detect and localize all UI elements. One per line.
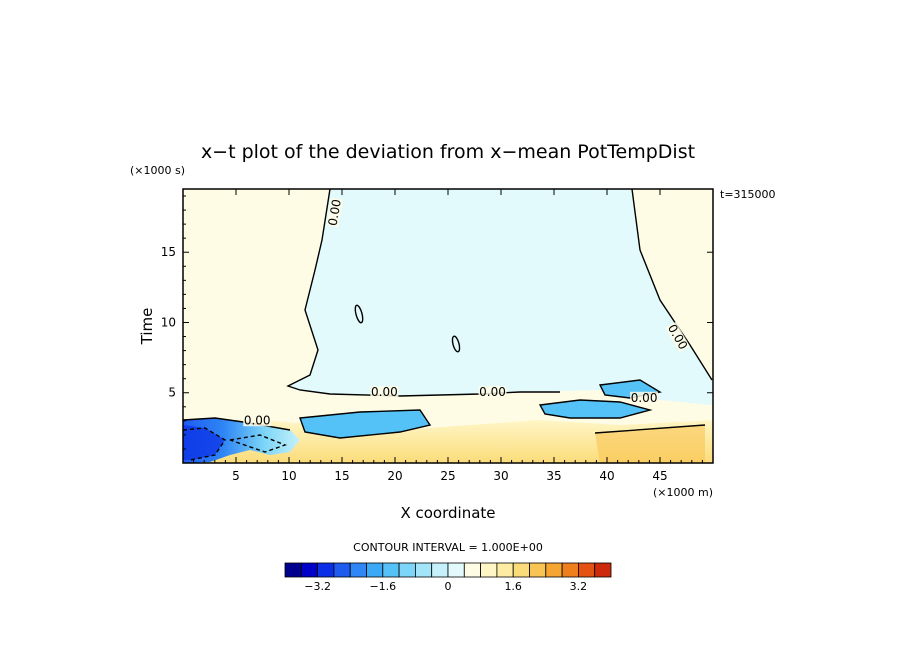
contour-label: 0.00: [326, 198, 344, 227]
x-tick-label: 15: [334, 469, 349, 483]
contour-label-bg: [630, 391, 659, 404]
contour-small-ellipse-1: [354, 304, 364, 324]
contour-labels: 0.000.00 0.000.000.000.00: [243, 197, 690, 427]
zero-contour-right: [631, 189, 713, 381]
colorbar: −3.2 −1.6 0 1.6 3.2: [284, 562, 612, 593]
colorbar-tick-label: 3.2: [570, 580, 588, 593]
colorbar-swatch: [366, 562, 384, 578]
x-tick-label: 10: [281, 469, 296, 483]
contour-label-bg: [665, 321, 690, 353]
colorbar-swatch: [529, 562, 547, 578]
x-tick-label: 25: [440, 469, 455, 483]
colorbar-swatch: [594, 562, 612, 578]
contour-small-ellipse-2: [451, 335, 461, 353]
colorbar-swatch: [561, 562, 579, 578]
contour-label-bg: [243, 414, 272, 427]
x-axis-label: X coordinate: [400, 504, 495, 522]
colorbar-tick-label: 1.6: [504, 580, 522, 593]
contour-label: 0.00: [479, 385, 506, 399]
y-unit-label: (×1000 s): [130, 164, 185, 177]
contour-lower: [183, 379, 706, 439]
y-axis-label: Time: [138, 308, 156, 346]
contour-label-bg: [478, 386, 507, 399]
y-tick-label: 15: [161, 245, 176, 259]
plot-area: [183, 189, 713, 463]
dashed-cold-contours: [183, 427, 287, 461]
colorbar-swatch: [284, 562, 302, 578]
colorbar-swatch: [463, 562, 481, 578]
colorbar-swatch: [480, 562, 498, 578]
x-tick-label: 30: [493, 469, 508, 483]
colorbar-swatch: [545, 562, 563, 578]
colorbar-swatch: [447, 562, 465, 578]
x-tick-label: 20: [387, 469, 402, 483]
x-axis-ticks: 5 10 15 20 25 30 35 40 45: [193, 189, 703, 483]
y-axis-ticks: 5 10 15: [161, 195, 713, 450]
contour-label-bg: [326, 197, 344, 228]
central-cold-lobe: [288, 189, 712, 405]
colorbar-swatch: [398, 562, 416, 578]
y-tick-label: 5: [168, 386, 176, 400]
colorbar-tick-label: 0: [445, 580, 452, 593]
colorbar-swatch: [300, 562, 318, 578]
x-tick-label: 45: [652, 469, 667, 483]
chart-title: x−t plot of the deviation from x−mean Po…: [201, 141, 695, 163]
x-tick-label: 35: [546, 469, 561, 483]
contour-interval-text: CONTOUR INTERVAL = 1.000E+00: [353, 541, 543, 554]
contour-label: 0.00: [244, 413, 271, 427]
cold-pool-core: [183, 425, 225, 460]
x-unit-label: (×1000 m): [653, 486, 713, 499]
colorbar-swatch: [578, 562, 596, 578]
x-tick-label: 5: [232, 469, 240, 483]
time-stamp: t=315000: [720, 188, 776, 201]
x-tick-label: 40: [599, 469, 614, 483]
colorbar-swatch: [496, 562, 514, 578]
colorbar-tick-label: −1.6: [369, 580, 396, 593]
contour-label: 0.00: [371, 385, 398, 399]
y-tick-label: 10: [161, 315, 176, 329]
colorbar-swatch: [382, 562, 400, 578]
colorbar-tick-label: −3.2: [304, 580, 331, 593]
colorbar-swatch: [333, 562, 351, 578]
contour-label-bg: [370, 386, 399, 399]
colorbar-swatch: [431, 562, 449, 578]
colorbar-swatch: [317, 562, 335, 578]
colorbar-swatch: [349, 562, 367, 578]
cold-patches: [300, 380, 660, 438]
contour-label: 0.00: [631, 391, 658, 405]
colorbar-swatch: [512, 562, 530, 578]
colorbar-swatch: [414, 562, 433, 578]
warm-core-region: [595, 425, 705, 463]
